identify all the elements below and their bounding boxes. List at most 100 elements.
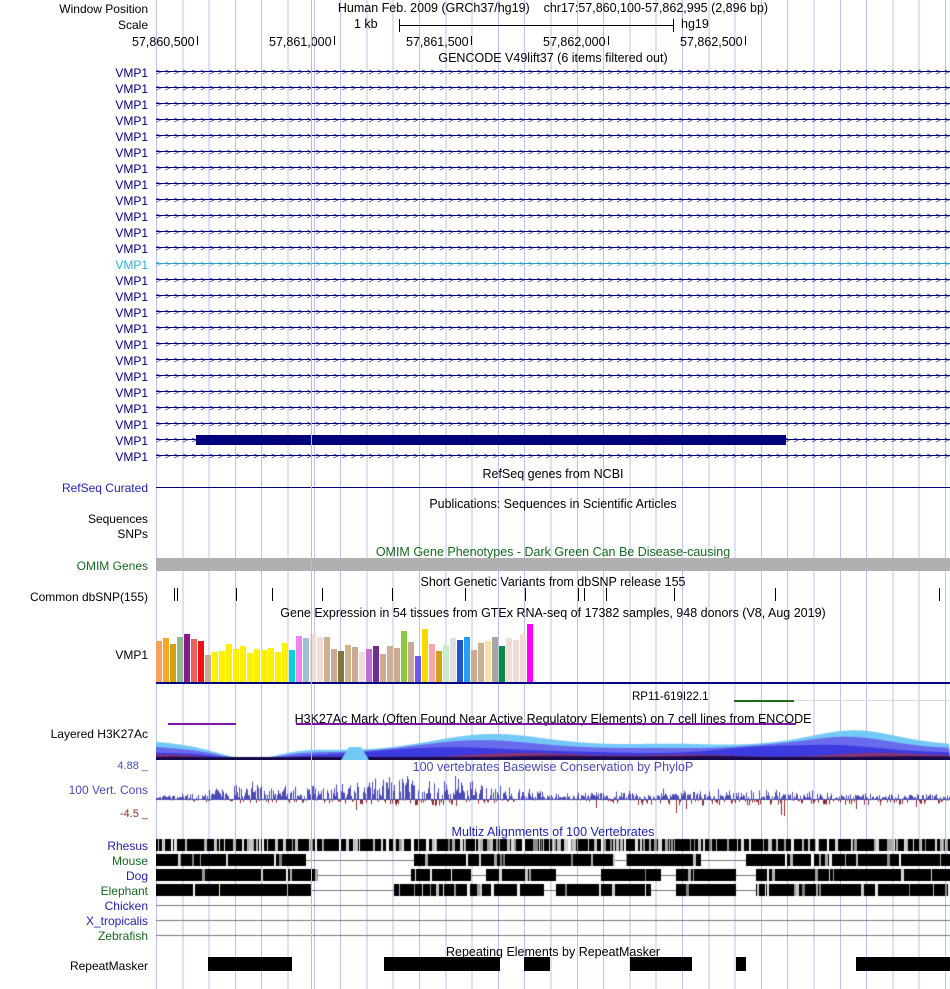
track-title-gtex[interactable]: Gene Expression in 54 tissues from GTEx … (280, 606, 826, 620)
gencode-transcript-row[interactable]: >>>>>>>>>>>>>>>>>>>>>>>>>>>>>>>>>>>>>>>>… (156, 273, 950, 287)
species-label[interactable]: Zebrafish (97, 929, 148, 943)
gtex-tissue-bar[interactable] (394, 647, 401, 682)
gtex-tissue-bar[interactable] (170, 643, 177, 682)
gencode-row-label[interactable]: VMP1 (115, 98, 148, 112)
gtex-tissue-bar[interactable] (387, 645, 394, 682)
h3k27ac-signal-canvas[interactable] (156, 725, 950, 760)
gtex-tissue-bar[interactable] (184, 634, 191, 682)
track-title-gencode[interactable]: GENCODE V49lift37 (6 items filtered out) (438, 51, 668, 65)
gencode-row-label[interactable]: VMP1 (115, 322, 148, 336)
dbsnp-variant-mark[interactable] (322, 588, 323, 601)
gencode-transcript-row[interactable]: >>>>>>>>>>>>>>>>>>>>>>>>>>>>>>>>>>>>>>>>… (156, 401, 950, 415)
gencode-transcript-row[interactable]: >>>>>>>>>>>>>>>>>>>>>>>>>>>>>>>>>>>>>>>>… (156, 65, 950, 79)
label-layered-h3k27ac[interactable]: Layered H3K27Ac (50, 727, 148, 741)
gtex-tissue-bar[interactable] (478, 642, 485, 682)
multiz-alignment-canvas[interactable] (156, 838, 950, 943)
dbsnp-variant-mark[interactable] (174, 588, 175, 601)
gtex-tissue-bar[interactable] (492, 636, 499, 682)
gtex-tissue-bar[interactable] (380, 654, 387, 682)
gencode-row-label[interactable]: VMP1 (115, 290, 148, 304)
gencode-transcript-row[interactable]: >>>>>>>>>>>>>>>>>>>>>>>>>>>>>>>>>>>>>>>>… (156, 113, 950, 127)
gencode-row-label[interactable]: VMP1 (115, 114, 148, 128)
ruler-ticks[interactable]: 57,860,500 57,861,000 57,861,500 57,862,000… (132, 35, 950, 51)
track-title-publications[interactable]: Publications: Sequences in Scientific Ar… (429, 497, 677, 511)
repeat-element-block[interactable] (208, 957, 292, 971)
gtex-tissue-bar[interactable] (247, 653, 254, 682)
gtex-tissue-bar[interactable] (275, 652, 282, 682)
gtex-tissue-bar[interactable] (499, 645, 506, 682)
species-label[interactable]: Chicken (104, 899, 148, 913)
label-refseq-curated[interactable]: RefSeq Curated (61, 481, 148, 495)
gtex-tissue-bar[interactable] (401, 631, 408, 682)
label-gtex-vmp1[interactable]: VMP1 (115, 648, 148, 662)
gtex-tissue-bar[interactable] (450, 637, 457, 682)
omim-genes-bar[interactable] (156, 558, 950, 571)
label-omim-genes[interactable]: OMIM Genes (76, 559, 148, 573)
track-title-repeatmasker[interactable]: Repeating Elements by RepeatMasker (445, 945, 660, 959)
gtex-tissue-bar[interactable] (422, 629, 429, 682)
gencode-transcript-row[interactable]: >>>>>>>>>>>>>>>>>>>>>>>>>>>>>>>>>>>>>>>>… (156, 353, 950, 367)
gtex-tissue-bar[interactable] (366, 648, 373, 682)
publication-feature[interactable]: RP11-619I22.1 (156, 691, 950, 705)
gencode-transcript-row[interactable]: >>>>>>>>>>>>>>>>>>>>>>>>>>>>>>>>>>>>>>>>… (156, 369, 950, 383)
label-sequences[interactable]: Sequences (87, 512, 148, 526)
gencode-row-label[interactable]: VMP1 (115, 434, 148, 448)
label-common-dbsnp[interactable]: Common dbSNP(155) (29, 590, 148, 604)
gtex-tissue-bar[interactable] (289, 649, 296, 682)
gencode-row-label[interactable]: VMP1 (115, 194, 148, 208)
gencode-transcript-row[interactable]: >>>>>>>>>>>>>>>>>>>>>>>>>>>>>>>>>>>>>>>>… (156, 225, 950, 239)
gencode-row-label[interactable]: VMP1 (115, 354, 148, 368)
dbsnp-variant-row[interactable] (156, 588, 950, 602)
dbsnp-variant-mark[interactable] (465, 588, 466, 601)
gtex-tissue-bar[interactable] (429, 643, 436, 682)
gtex-tissue-bar[interactable] (163, 637, 170, 682)
species-label[interactable]: X_tropicalis (85, 914, 148, 928)
refseq-gene-line[interactable] (156, 487, 950, 488)
gtex-tissue-bar[interactable] (254, 648, 261, 682)
gencode-transcript-row[interactable]: >>>>>>>>>>>>>>>>>>>>>>>>>>>>>>>>>>>>>>>>… (156, 257, 950, 271)
publication-feature-bar[interactable] (734, 700, 794, 702)
repeat-element-block[interactable] (524, 957, 550, 971)
gtex-tissue-bar[interactable] (415, 656, 422, 682)
dbsnp-variant-mark[interactable] (525, 588, 526, 601)
gencode-row-label[interactable]: VMP1 (115, 210, 148, 224)
gtex-tissue-bar[interactable] (317, 636, 324, 682)
gencode-row-label[interactable]: VMP1 (115, 306, 148, 320)
gtex-tissue-bar[interactable] (310, 634, 317, 682)
gtex-tissue-bar[interactable] (268, 647, 275, 682)
gencode-row-label[interactable]: VMP1 (115, 370, 148, 384)
label-repeatmasker[interactable]: RepeatMasker (69, 959, 148, 973)
gtex-tissue-bar[interactable] (324, 636, 331, 682)
gtex-tissue-bar[interactable] (527, 624, 534, 682)
species-label[interactable]: Dog (125, 869, 148, 883)
repeat-element-block[interactable] (736, 957, 746, 971)
dbsnp-variant-mark[interactable] (177, 588, 178, 601)
dbsnp-variant-mark[interactable] (236, 588, 237, 601)
gencode-transcript-row[interactable]: >>>>>>>>>>>>>>>>>>>>>>>>>>>>>>>>>>>>>>>>… (156, 129, 950, 143)
gencode-row-label[interactable]: VMP1 (115, 274, 148, 288)
gencode-row-label[interactable]: VMP1 (115, 402, 148, 416)
gencode-row-label[interactable]: VMP1 (115, 162, 148, 176)
gencode-row-label[interactable]: VMP1 (115, 178, 148, 192)
gencode-transcript-row[interactable]: >>>>>>>>>>>>>>>>>>>>>>>>>>>>>>>>>>>>>>>>… (156, 337, 950, 351)
gencode-transcript-row[interactable]: >>>>>>>>>>>>>>>>>>>>>>>>>>>>>>>>>>>>>>>>… (156, 321, 950, 335)
gencode-transcript-row[interactable]: >>>>>>>>>>>>>>>>>>>>>>>>>>>>>>>>>>>>>>>>… (156, 145, 950, 159)
gtex-tissue-bar[interactable] (240, 645, 247, 682)
gtex-tissue-bar[interactable] (457, 639, 464, 682)
gencode-row-label[interactable]: VMP1 (115, 226, 148, 240)
gencode-row-label[interactable]: VMP1 (115, 386, 148, 400)
gencode-row-label[interactable]: VMP1 (115, 130, 148, 144)
gtex-tissue-bar[interactable] (219, 651, 226, 682)
gtex-tissue-bar[interactable] (373, 645, 380, 682)
gtex-tissue-bar[interactable] (205, 655, 212, 682)
species-label[interactable]: Rhesus (107, 839, 148, 853)
track-title-dbsnp[interactable]: Short Genetic Variants from dbSNP releas… (420, 575, 686, 589)
gencode-transcript-row[interactable]: >>>>>>>>>>>>>>>>>>>>>>>>>>>>>>>>>>>>>>>>… (156, 177, 950, 191)
gencode-transcript-row[interactable]: >>>>>>>>>>>>>>>>>>>>>>>>>>>>>>>>>>>>>>>>… (156, 449, 950, 463)
species-label[interactable]: Mouse (111, 854, 148, 868)
gtex-tissue-bar[interactable] (506, 637, 513, 682)
gtex-tissue-bar[interactable] (303, 637, 310, 682)
gtex-tissue-bar[interactable] (513, 639, 520, 682)
gencode-transcript-row[interactable]: >>>>>>>>>>>>>>>>>>>>>>>>>>>>>>>>>>>>>>>>… (156, 81, 950, 95)
dbsnp-variant-mark[interactable] (272, 588, 273, 601)
